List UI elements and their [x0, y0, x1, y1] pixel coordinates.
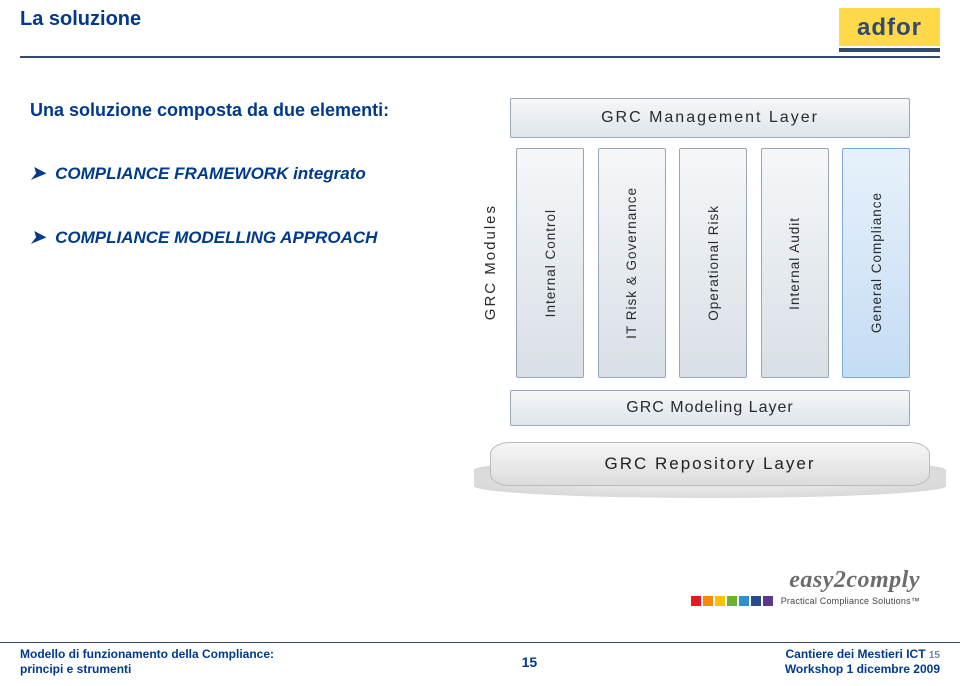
- footer-left-line2: principi e strumenti: [20, 662, 274, 678]
- e2c-name: easy2comply: [691, 567, 920, 594]
- bullet-item-1: ➤ COMPLIANCE FRAMEWORK integrato: [30, 164, 410, 184]
- footer-row: Modello di funzionamento della Complianc…: [20, 643, 940, 678]
- grc-modules-label: GRC Modules: [482, 204, 499, 320]
- e2c-square: [715, 596, 725, 606]
- grc-diagram: GRC Management Layer GRC Modules Interna…: [430, 98, 930, 538]
- e2c-square: [703, 596, 713, 606]
- modeling-layer-label: GRC Modeling Layer: [511, 391, 909, 425]
- intro-text: Una soluzione composta da due elementi:: [30, 98, 410, 122]
- pillar-label: Internal Control: [543, 209, 558, 317]
- pillar-internal-control: Internal Control: [516, 148, 584, 378]
- e2c-square: [763, 596, 773, 606]
- pillar-op-risk: Operational Risk: [679, 148, 747, 378]
- e2c-square: [727, 596, 737, 606]
- repository-layer-box: GRC Repository Layer: [490, 442, 930, 486]
- logo-adfor: adfor: [839, 8, 940, 52]
- left-column: Una soluzione composta da due elementi: …: [30, 98, 410, 538]
- logo-underline: [839, 48, 940, 52]
- footer-right-line1: Cantiere dei Mestieri ICT: [785, 647, 925, 661]
- pillar-label: General Compliance: [869, 192, 884, 333]
- e2c-square: [691, 596, 701, 606]
- logo-text: adfor: [839, 8, 940, 46]
- pillar-general-compliance: General Compliance: [842, 148, 910, 378]
- footer-page-number: 15: [522, 654, 538, 670]
- e2c-square: [739, 596, 749, 606]
- bullet-arrow-icon: ➤: [30, 164, 45, 184]
- footer-right-line2: Workshop 1 dicembre 2009: [785, 662, 940, 678]
- footer-left-line1: Modello di funzionamento della Complianc…: [20, 647, 274, 663]
- pillar-label: Internal Audit: [787, 217, 802, 310]
- bullet-text-2: COMPLIANCE MODELLING APPROACH: [55, 228, 377, 248]
- grc-modules-label-col: GRC Modules: [478, 152, 502, 372]
- pillar-it-risk: IT Risk & Governance: [598, 148, 666, 378]
- mgmt-layer-box: GRC Management Layer: [510, 98, 910, 138]
- e2c-tagline: Practical Compliance Solutions™: [781, 596, 920, 606]
- bullet-item-2: ➤ COMPLIANCE MODELLING APPROACH: [30, 228, 410, 248]
- pillar-label: IT Risk & Governance: [624, 187, 639, 339]
- footer-right: Cantiere dei Mestieri ICT 15 Workshop 1 …: [785, 647, 940, 678]
- mgmt-layer-label: GRC Management Layer: [511, 99, 909, 137]
- page-title: La soluzione: [20, 8, 141, 31]
- e2c-squares: Practical Compliance Solutions™: [691, 596, 920, 606]
- pillar-internal-audit: Internal Audit: [761, 148, 829, 378]
- easy2comply-logo: easy2comply Practical Compliance Solutio…: [691, 567, 920, 606]
- repository-layer-label: GRC Repository Layer: [604, 454, 815, 474]
- content-row: Una soluzione composta da due elementi: …: [0, 58, 960, 538]
- pillars-row: Internal Control IT Risk & Governance Op…: [516, 148, 910, 378]
- pillar-label: Operational Risk: [706, 205, 721, 321]
- header: La soluzione adfor: [0, 0, 960, 52]
- e2c-square: [751, 596, 761, 606]
- bullet-text-1: COMPLIANCE FRAMEWORK integrato: [55, 164, 366, 184]
- footer-left: Modello di funzionamento della Complianc…: [20, 647, 274, 678]
- modeling-layer-box: GRC Modeling Layer: [510, 390, 910, 426]
- bullet-arrow-icon: ➤: [30, 228, 45, 248]
- footer-page-hint: 15: [929, 650, 940, 661]
- footer: Modello di funzionamento della Complianc…: [0, 642, 960, 678]
